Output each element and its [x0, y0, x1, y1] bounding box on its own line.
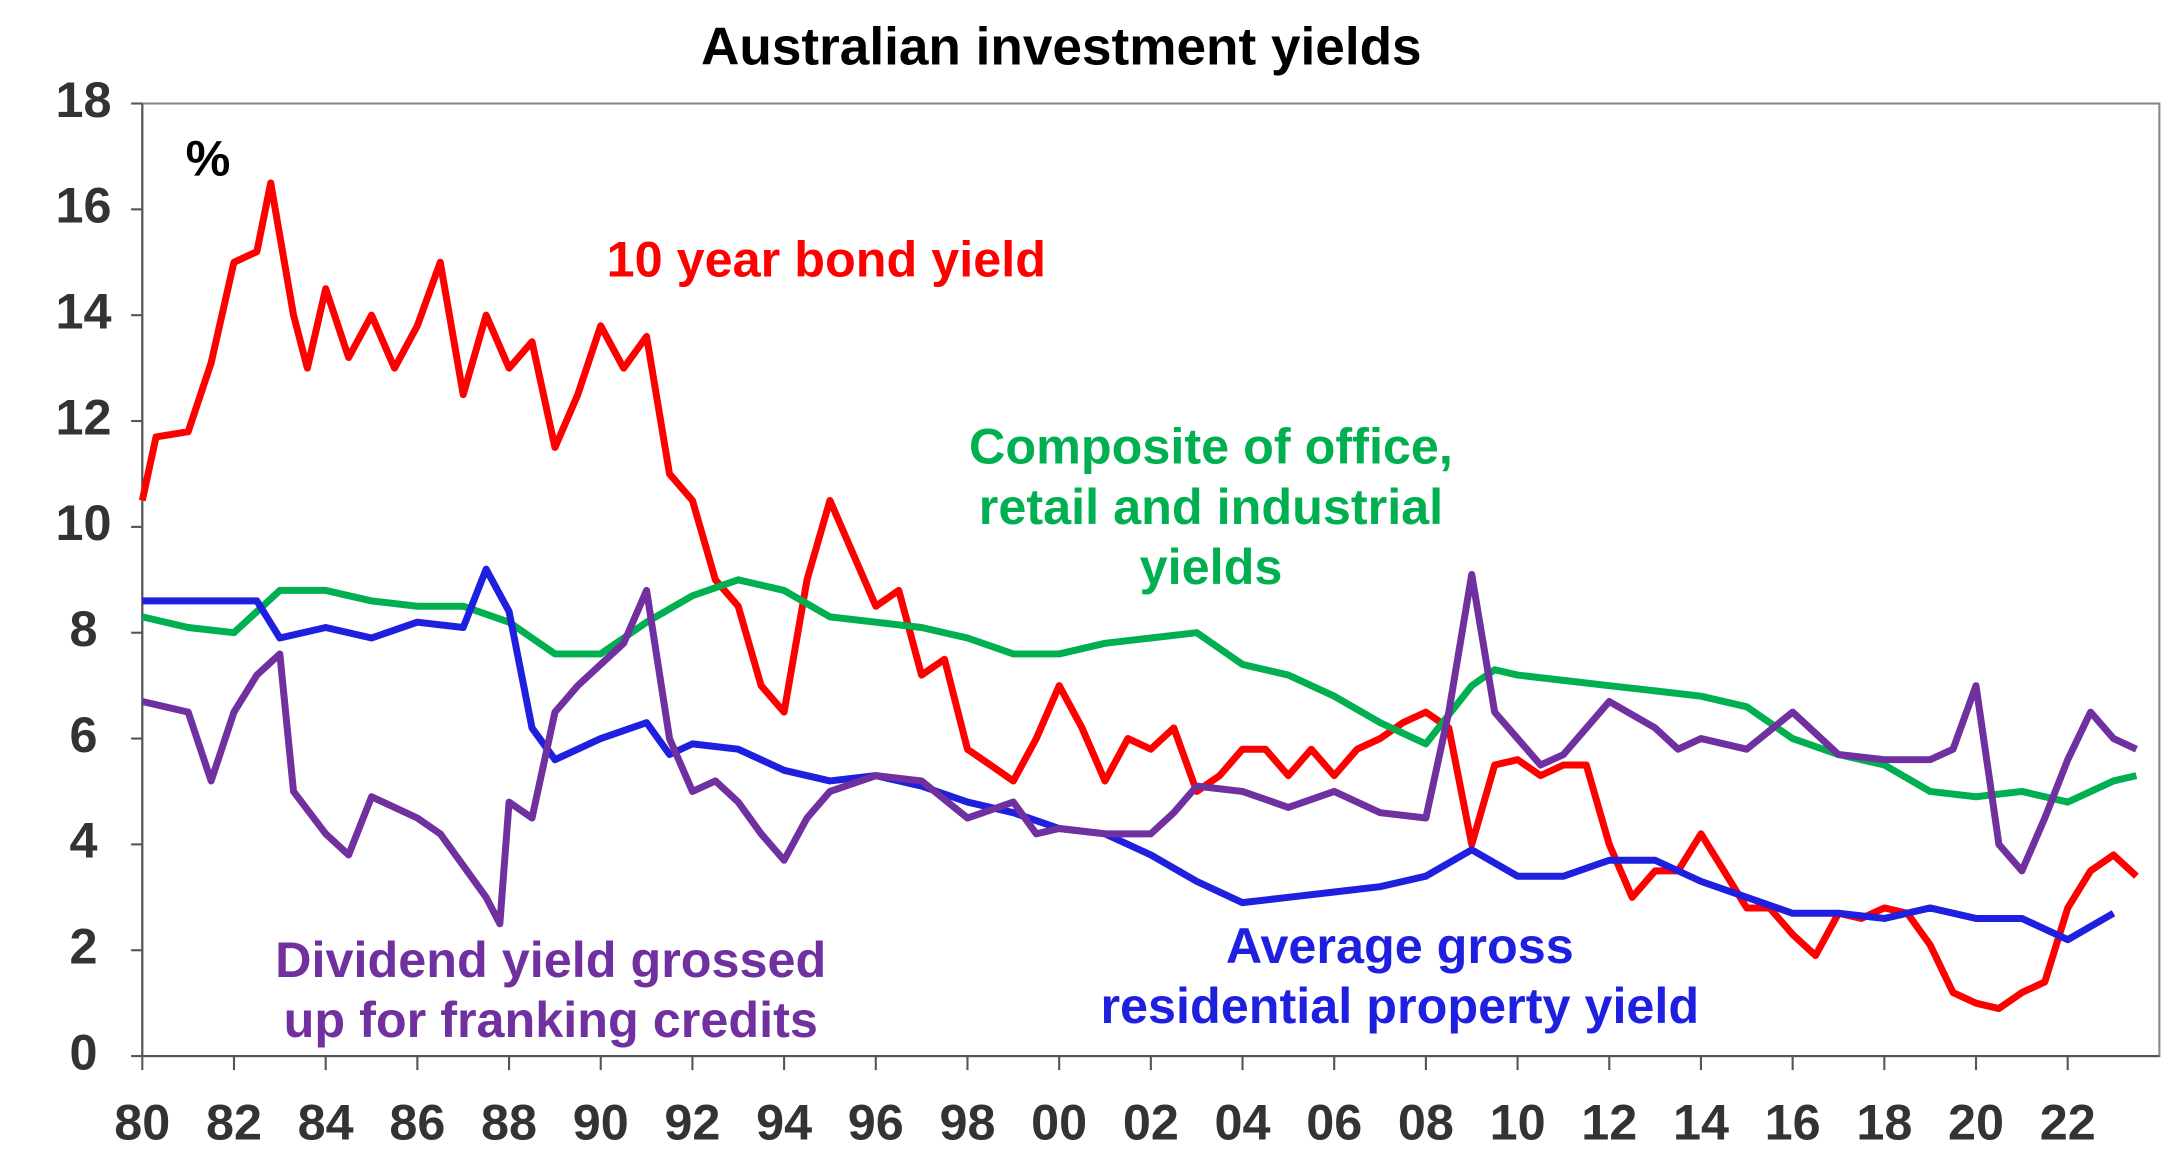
annotation: residential property yield [1100, 977, 1699, 1034]
x-tick-label: 16 [1765, 1093, 1821, 1150]
annotation: Average gross [1226, 917, 1574, 974]
y-tick-label: 18 [56, 71, 112, 128]
annotation: Composite of office, [969, 418, 1453, 475]
annotation: Dividend yield grossed [275, 931, 826, 988]
x-tick-label: 08 [1398, 1093, 1454, 1150]
y-tick-label: 8 [70, 600, 98, 657]
x-tick-label: 10 [1490, 1093, 1546, 1150]
x-tick-label: 92 [664, 1093, 720, 1150]
x-tick-label: 12 [1581, 1093, 1637, 1150]
x-tick-label: 06 [1306, 1093, 1362, 1150]
x-tick-label: 02 [1123, 1093, 1179, 1150]
series-line [138, 179, 2139, 1013]
y-tick-label: 6 [70, 706, 98, 763]
chart-title: Australian investment yields [701, 17, 1422, 76]
y-tick-label: 2 [70, 918, 98, 975]
annotation: 10 year bond yield [607, 230, 1046, 287]
series-line [142, 565, 2116, 944]
x-tick-label: 22 [2040, 1093, 2096, 1150]
y-tick-label: 14 [56, 282, 112, 339]
x-tick-label: 94 [756, 1093, 812, 1150]
annotation: up for franking credits [284, 991, 818, 1048]
x-tick-label: 98 [939, 1093, 995, 1150]
x-tick-label: 86 [389, 1093, 445, 1150]
y-tick-label: 12 [56, 388, 112, 445]
annotation: retail and industrial [979, 478, 1443, 535]
x-tick-label: 82 [206, 1093, 262, 1150]
y-tick-label: 0 [70, 1023, 98, 1080]
x-tick-label: 80 [114, 1093, 170, 1150]
annotation: yields [1140, 538, 1283, 595]
x-tick-label: 84 [298, 1093, 354, 1150]
series-line [141, 570, 2138, 928]
x-tick-label: 14 [1673, 1093, 1729, 1150]
y-tick-label: 10 [56, 494, 112, 551]
x-tick-label: 18 [1856, 1093, 1912, 1150]
x-tick-label: 90 [573, 1093, 629, 1150]
x-tick-label: 00 [1031, 1093, 1087, 1150]
y-tick-label: 16 [56, 177, 112, 234]
x-tick-label: 88 [481, 1093, 537, 1150]
x-tick-label: 96 [848, 1093, 904, 1150]
y-tick-label: 4 [70, 812, 98, 869]
x-tick-label: 20 [1948, 1093, 2004, 1150]
y-unit-label: % [186, 130, 231, 187]
x-tick-label: 04 [1215, 1093, 1271, 1150]
series-line [141, 576, 2138, 806]
